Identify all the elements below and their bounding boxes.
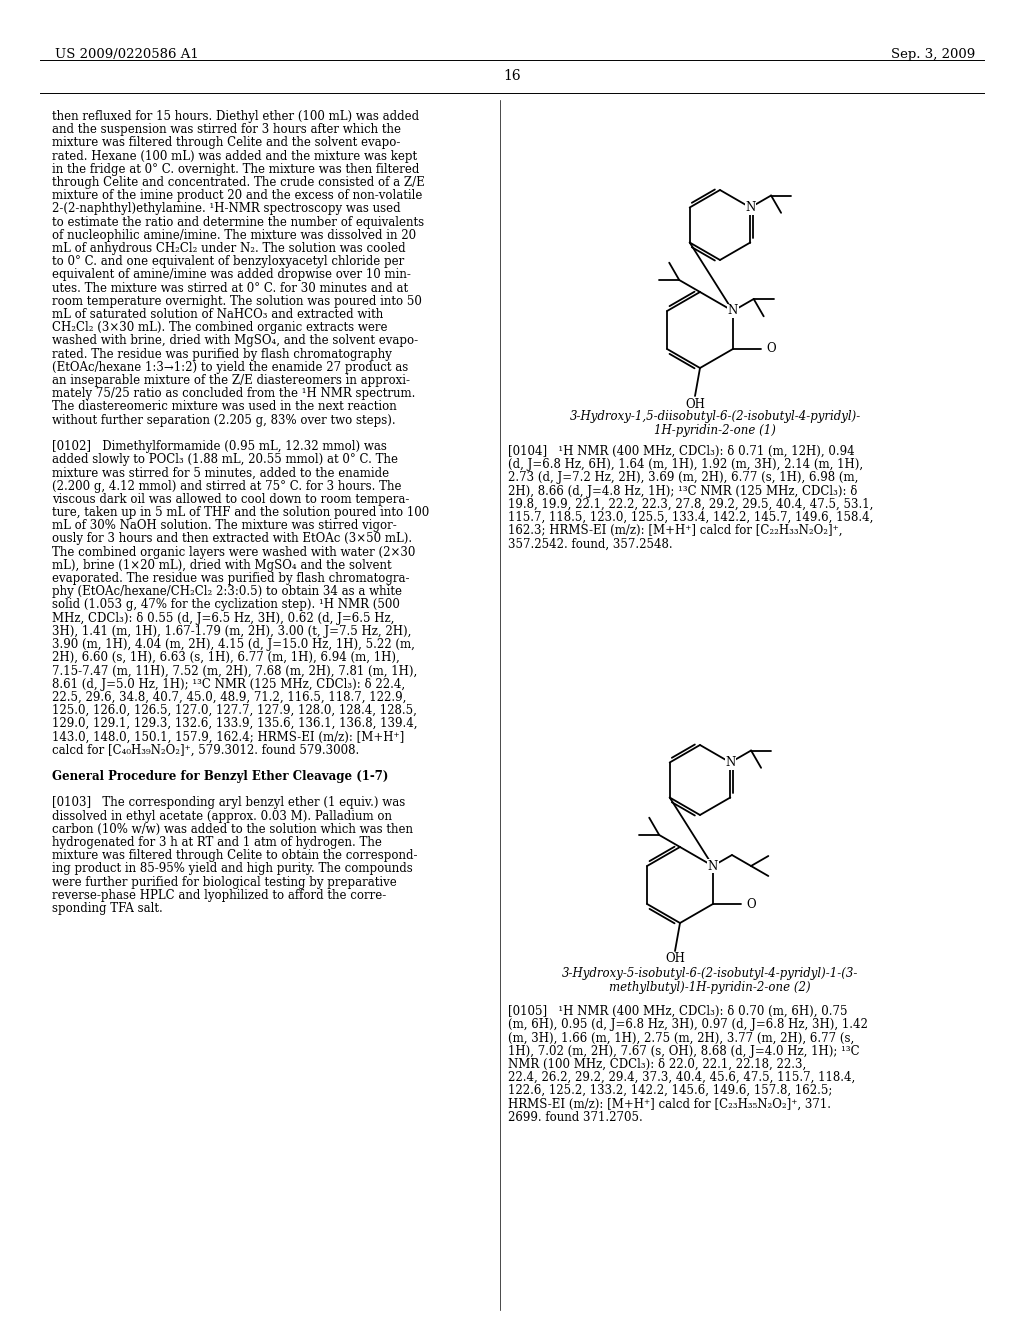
Text: OH: OH xyxy=(665,953,685,965)
Text: (m, 6H), 0.95 (d, J=6.8 Hz, 3H), 0.97 (d, J=6.8 Hz, 3H), 1.42: (m, 6H), 0.95 (d, J=6.8 Hz, 3H), 0.97 (d… xyxy=(508,1018,868,1031)
Text: methylbutyl)-1H-pyridin-2-one (2): methylbutyl)-1H-pyridin-2-one (2) xyxy=(609,981,811,994)
Text: ously for 3 hours and then extracted with EtOAc (3×50 mL).: ously for 3 hours and then extracted wit… xyxy=(52,532,412,545)
Text: 357.2542. found, 357.2548.: 357.2542. found, 357.2548. xyxy=(508,537,673,550)
Text: without further separation (2.205 g, 83% over two steps).: without further separation (2.205 g, 83%… xyxy=(52,413,395,426)
Text: 129.0, 129.1, 129.3, 132.6, 133.9, 135.6, 136.1, 136.8, 139.4,: 129.0, 129.1, 129.3, 132.6, 133.9, 135.6… xyxy=(52,717,418,730)
Text: 1H-pyridin-2-one (1): 1H-pyridin-2-one (1) xyxy=(654,424,776,437)
Text: 22.4, 26.2, 29.2, 29.4, 37.3, 40.4, 45.6, 47.5, 115.7, 118.4,: 22.4, 26.2, 29.2, 29.4, 37.3, 40.4, 45.6… xyxy=(508,1071,855,1084)
Text: N: N xyxy=(725,756,735,770)
Text: 3-Hydroxy-5-isobutyl-6-(2-isobutyl-4-pyridyl)-1-(3-: 3-Hydroxy-5-isobutyl-6-(2-isobutyl-4-pyr… xyxy=(562,968,858,979)
Text: 2.73 (d, J=7.2 Hz, 2H), 3.69 (m, 2H), 6.77 (s, 1H), 6.98 (m,: 2.73 (d, J=7.2 Hz, 2H), 3.69 (m, 2H), 6.… xyxy=(508,471,858,484)
Text: 125.0, 126.0, 126.5, 127.0, 127.7, 127.9, 128.0, 128.4, 128.5,: 125.0, 126.0, 126.5, 127.0, 127.7, 127.9… xyxy=(52,704,417,717)
Text: The combined organic layers were washed with water (2×30: The combined organic layers were washed … xyxy=(52,545,416,558)
Text: [0104]   ¹H NMR (400 MHz, CDCl₃): δ 0.71 (m, 12H), 0.94: [0104] ¹H NMR (400 MHz, CDCl₃): δ 0.71 (… xyxy=(508,445,855,458)
Text: sponding TFA salt.: sponding TFA salt. xyxy=(52,902,163,915)
Text: mixture was filtered through Celite and the solvent evapo-: mixture was filtered through Celite and … xyxy=(52,136,400,149)
Text: mixture was filtered through Celite to obtain the correspond-: mixture was filtered through Celite to o… xyxy=(52,849,418,862)
Text: 2699. found 371.2705.: 2699. found 371.2705. xyxy=(508,1110,643,1123)
Text: 162.3; HRMS-EI (m/z): [M+H⁺] calcd for [C₂₂H₃₃N₂O₂]⁺,: 162.3; HRMS-EI (m/z): [M+H⁺] calcd for [… xyxy=(508,524,843,537)
Text: 7.15-7.47 (m, 11H), 7.52 (m, 2H), 7.68 (m, 2H), 7.81 (m, 1H),: 7.15-7.47 (m, 11H), 7.52 (m, 2H), 7.68 (… xyxy=(52,664,417,677)
Text: 2H), 8.66 (d, J=4.8 Hz, 1H); ¹³C NMR (125 MHz, CDCl₃): δ: 2H), 8.66 (d, J=4.8 Hz, 1H); ¹³C NMR (12… xyxy=(508,484,857,498)
Text: O: O xyxy=(745,898,756,911)
Text: CH₂Cl₂ (3×30 mL). The combined organic extracts were: CH₂Cl₂ (3×30 mL). The combined organic e… xyxy=(52,321,387,334)
Text: evaporated. The residue was purified by flash chromatogra-: evaporated. The residue was purified by … xyxy=(52,572,410,585)
Text: were further purified for biological testing by preparative: were further purified for biological tes… xyxy=(52,875,396,888)
Text: ture, taken up in 5 mL of THF and the solution poured into 100: ture, taken up in 5 mL of THF and the so… xyxy=(52,506,429,519)
Text: 19.8, 19.9, 22.1, 22.2, 22.3, 27.8, 29.2, 29.5, 40.4, 47.5, 53.1,: 19.8, 19.9, 22.1, 22.2, 22.3, 27.8, 29.2… xyxy=(508,498,873,511)
Text: in the fridge at 0° C. overnight. The mixture was then filtered: in the fridge at 0° C. overnight. The mi… xyxy=(52,162,420,176)
Text: then refluxed for 15 hours. Diethyl ether (100 mL) was added: then refluxed for 15 hours. Diethyl ethe… xyxy=(52,110,419,123)
Text: 122.6, 125.2, 133.2, 142.2, 145.6, 149.6, 157.8, 162.5;: 122.6, 125.2, 133.2, 142.2, 145.6, 149.6… xyxy=(508,1084,833,1097)
Text: (m, 3H), 1.66 (m, 1H), 2.75 (m, 2H), 3.77 (m, 2H), 6.77 (s,: (m, 3H), 1.66 (m, 1H), 2.75 (m, 2H), 3.7… xyxy=(508,1031,854,1044)
Text: mL), brine (1×20 mL), dried with MgSO₄ and the solvent: mL), brine (1×20 mL), dried with MgSO₄ a… xyxy=(52,558,391,572)
Text: 8.61 (d, J=5.0 Hz, 1H); ¹³C NMR (125 MHz, CDCl₃): δ 22.4,: 8.61 (d, J=5.0 Hz, 1H); ¹³C NMR (125 MHz… xyxy=(52,677,406,690)
Text: utes. The mixture was stirred at 0° C. for 30 minutes and at: utes. The mixture was stirred at 0° C. f… xyxy=(52,281,409,294)
Text: mL of anhydrous CH₂Cl₂ under N₂. The solution was cooled: mL of anhydrous CH₂Cl₂ under N₂. The sol… xyxy=(52,242,406,255)
Text: solid (1.053 g, 47% for the cyclization step). ¹H NMR (500: solid (1.053 g, 47% for the cyclization … xyxy=(52,598,400,611)
Text: phy (EtOAc/hexane/CH₂Cl₂ 2:3:0.5) to obtain 34 as a white: phy (EtOAc/hexane/CH₂Cl₂ 2:3:0.5) to obt… xyxy=(52,585,402,598)
Text: N: N xyxy=(708,859,718,873)
Text: OH: OH xyxy=(685,397,705,411)
Text: an inseparable mixture of the Z/E diastereomers in approxi-: an inseparable mixture of the Z/E diaste… xyxy=(52,374,410,387)
Text: (d, J=6.8 Hz, 6H), 1.64 (m, 1H), 1.92 (m, 3H), 2.14 (m, 1H),: (d, J=6.8 Hz, 6H), 1.64 (m, 1H), 1.92 (m… xyxy=(508,458,863,471)
Text: rated. The residue was purified by flash chromatography: rated. The residue was purified by flash… xyxy=(52,347,392,360)
Text: mL of 30% NaOH solution. The mixture was stirred vigor-: mL of 30% NaOH solution. The mixture was… xyxy=(52,519,396,532)
Text: HRMS-EI (m/z): [M+H⁺] calcd for [C₂₃H₃₅N₂O₂]⁺, 371.: HRMS-EI (m/z): [M+H⁺] calcd for [C₂₃H₃₅N… xyxy=(508,1097,831,1110)
Text: to estimate the ratio and determine the number of equivalents: to estimate the ratio and determine the … xyxy=(52,215,424,228)
Text: 16: 16 xyxy=(503,69,521,83)
Text: reverse-phase HPLC and lyophilized to afford the corre-: reverse-phase HPLC and lyophilized to af… xyxy=(52,888,386,902)
Text: NMR (100 MHz, CDCl₃): δ 22.0, 22.1, 22.18, 22.3,: NMR (100 MHz, CDCl₃): δ 22.0, 22.1, 22.1… xyxy=(508,1057,806,1071)
Text: (2.200 g, 4.12 mmol) and stirred at 75° C. for 3 hours. The: (2.200 g, 4.12 mmol) and stirred at 75° … xyxy=(52,479,401,492)
Text: (EtOAc/hexane 1:3→1:2) to yield the enamide 27 product as: (EtOAc/hexane 1:3→1:2) to yield the enam… xyxy=(52,360,409,374)
Text: N: N xyxy=(745,201,756,214)
Text: 115.7, 118.5, 123.0, 125.5, 133.4, 142.2, 145.7, 149.6, 158.4,: 115.7, 118.5, 123.0, 125.5, 133.4, 142.2… xyxy=(508,511,873,524)
Text: carbon (10% w/w) was added to the solution which was then: carbon (10% w/w) was added to the soluti… xyxy=(52,822,413,836)
Text: to 0° C. and one equivalent of benzyloxyacetyl chloride per: to 0° C. and one equivalent of benzyloxy… xyxy=(52,255,404,268)
Text: [0102]   Dimethylformamide (0.95 mL, 12.32 mmol) was: [0102] Dimethylformamide (0.95 mL, 12.32… xyxy=(52,440,387,453)
Text: 3-Hydroxy-1,5-diisobutyl-6-(2-isobutyl-4-pyridyl)-: 3-Hydroxy-1,5-diisobutyl-6-(2-isobutyl-4… xyxy=(569,411,860,422)
Text: MHz, CDCl₃): δ 0.55 (d, J=6.5 Hz, 3H), 0.62 (d, J=6.5 Hz,: MHz, CDCl₃): δ 0.55 (d, J=6.5 Hz, 3H), 0… xyxy=(52,611,394,624)
Text: 1H), 7.02 (m, 2H), 7.67 (s, OH), 8.68 (d, J=4.0 Hz, 1H); ¹³C: 1H), 7.02 (m, 2H), 7.67 (s, OH), 8.68 (d… xyxy=(508,1044,859,1057)
Text: General Procedure for Benzyl Ether Cleavage (1-7): General Procedure for Benzyl Ether Cleav… xyxy=(52,770,388,783)
Text: N: N xyxy=(728,305,738,318)
Text: [0103]   The corresponding aryl benzyl ether (1 equiv.) was: [0103] The corresponding aryl benzyl eth… xyxy=(52,796,406,809)
Text: and the suspension was stirred for 3 hours after which the: and the suspension was stirred for 3 hou… xyxy=(52,123,401,136)
Text: Sep. 3, 2009: Sep. 3, 2009 xyxy=(891,48,975,61)
Text: hydrogenated for 3 h at RT and 1 atm of hydrogen. The: hydrogenated for 3 h at RT and 1 atm of … xyxy=(52,836,382,849)
Text: 143.0, 148.0, 150.1, 157.9, 162.4; HRMS-EI (m/z): [M+H⁺]: 143.0, 148.0, 150.1, 157.9, 162.4; HRMS-… xyxy=(52,730,404,743)
Text: 3H), 1.41 (m, 1H), 1.67-1.79 (m, 2H), 3.00 (t, J=7.5 Hz, 2H),: 3H), 1.41 (m, 1H), 1.67-1.79 (m, 2H), 3.… xyxy=(52,624,412,638)
Text: viscous dark oil was allowed to cool down to room tempera-: viscous dark oil was allowed to cool dow… xyxy=(52,492,410,506)
Text: mately 75/25 ratio as concluded from the ¹H NMR spectrum.: mately 75/25 ratio as concluded from the… xyxy=(52,387,416,400)
Text: equivalent of amine/imine was added dropwise over 10 min-: equivalent of amine/imine was added drop… xyxy=(52,268,411,281)
Text: mixture was stirred for 5 minutes, added to the enamide: mixture was stirred for 5 minutes, added… xyxy=(52,466,389,479)
Text: room temperature overnight. The solution was poured into 50: room temperature overnight. The solution… xyxy=(52,294,422,308)
Text: through Celite and concentrated. The crude consisted of a Z/E: through Celite and concentrated. The cru… xyxy=(52,176,425,189)
Text: O: O xyxy=(766,342,775,355)
Text: added slowly to POCl₃ (1.88 mL, 20.55 mmol) at 0° C. The: added slowly to POCl₃ (1.88 mL, 20.55 mm… xyxy=(52,453,398,466)
Text: US 2009/0220586 A1: US 2009/0220586 A1 xyxy=(55,48,199,61)
Text: mL of saturated solution of NaHCO₃ and extracted with: mL of saturated solution of NaHCO₃ and e… xyxy=(52,308,383,321)
Text: calcd for [C₄₀H₃₉N₂O₂]⁺, 579.3012. found 579.3008.: calcd for [C₄₀H₃₉N₂O₂]⁺, 579.3012. found… xyxy=(52,743,359,756)
Text: washed with brine, dried with MgSO₄, and the solvent evapo-: washed with brine, dried with MgSO₄, and… xyxy=(52,334,418,347)
Text: The diastereomeric mixture was used in the next reaction: The diastereomeric mixture was used in t… xyxy=(52,400,396,413)
Text: of nucleophilic amine/imine. The mixture was dissolved in 20: of nucleophilic amine/imine. The mixture… xyxy=(52,228,416,242)
Text: 2-(2-naphthyl)ethylamine. ¹H-NMR spectroscopy was used: 2-(2-naphthyl)ethylamine. ¹H-NMR spectro… xyxy=(52,202,400,215)
Text: 3.90 (m, 1H), 4.04 (m, 2H), 4.15 (d, J=15.0 Hz, 1H), 5.22 (m,: 3.90 (m, 1H), 4.04 (m, 2H), 4.15 (d, J=1… xyxy=(52,638,415,651)
Text: 2H), 6.60 (s, 1H), 6.63 (s, 1H), 6.77 (m, 1H), 6.94 (m, 1H),: 2H), 6.60 (s, 1H), 6.63 (s, 1H), 6.77 (m… xyxy=(52,651,399,664)
Text: [0105]   ¹H NMR (400 MHz, CDCl₃): δ 0.70 (m, 6H), 0.75: [0105] ¹H NMR (400 MHz, CDCl₃): δ 0.70 (… xyxy=(508,1005,848,1018)
Text: 22.5, 29.6, 34.8, 40.7, 45.0, 48.9, 71.2, 116.5, 118.7, 122.9,: 22.5, 29.6, 34.8, 40.7, 45.0, 48.9, 71.2… xyxy=(52,690,407,704)
Text: dissolved in ethyl acetate (approx. 0.03 M). Palladium on: dissolved in ethyl acetate (approx. 0.03… xyxy=(52,809,392,822)
Text: mixture of the imine product 20 and the excess of non-volatile: mixture of the imine product 20 and the … xyxy=(52,189,422,202)
Text: rated. Hexane (100 mL) was added and the mixture was kept: rated. Hexane (100 mL) was added and the… xyxy=(52,149,417,162)
Text: ing product in 85-95% yield and high purity. The compounds: ing product in 85-95% yield and high pur… xyxy=(52,862,413,875)
